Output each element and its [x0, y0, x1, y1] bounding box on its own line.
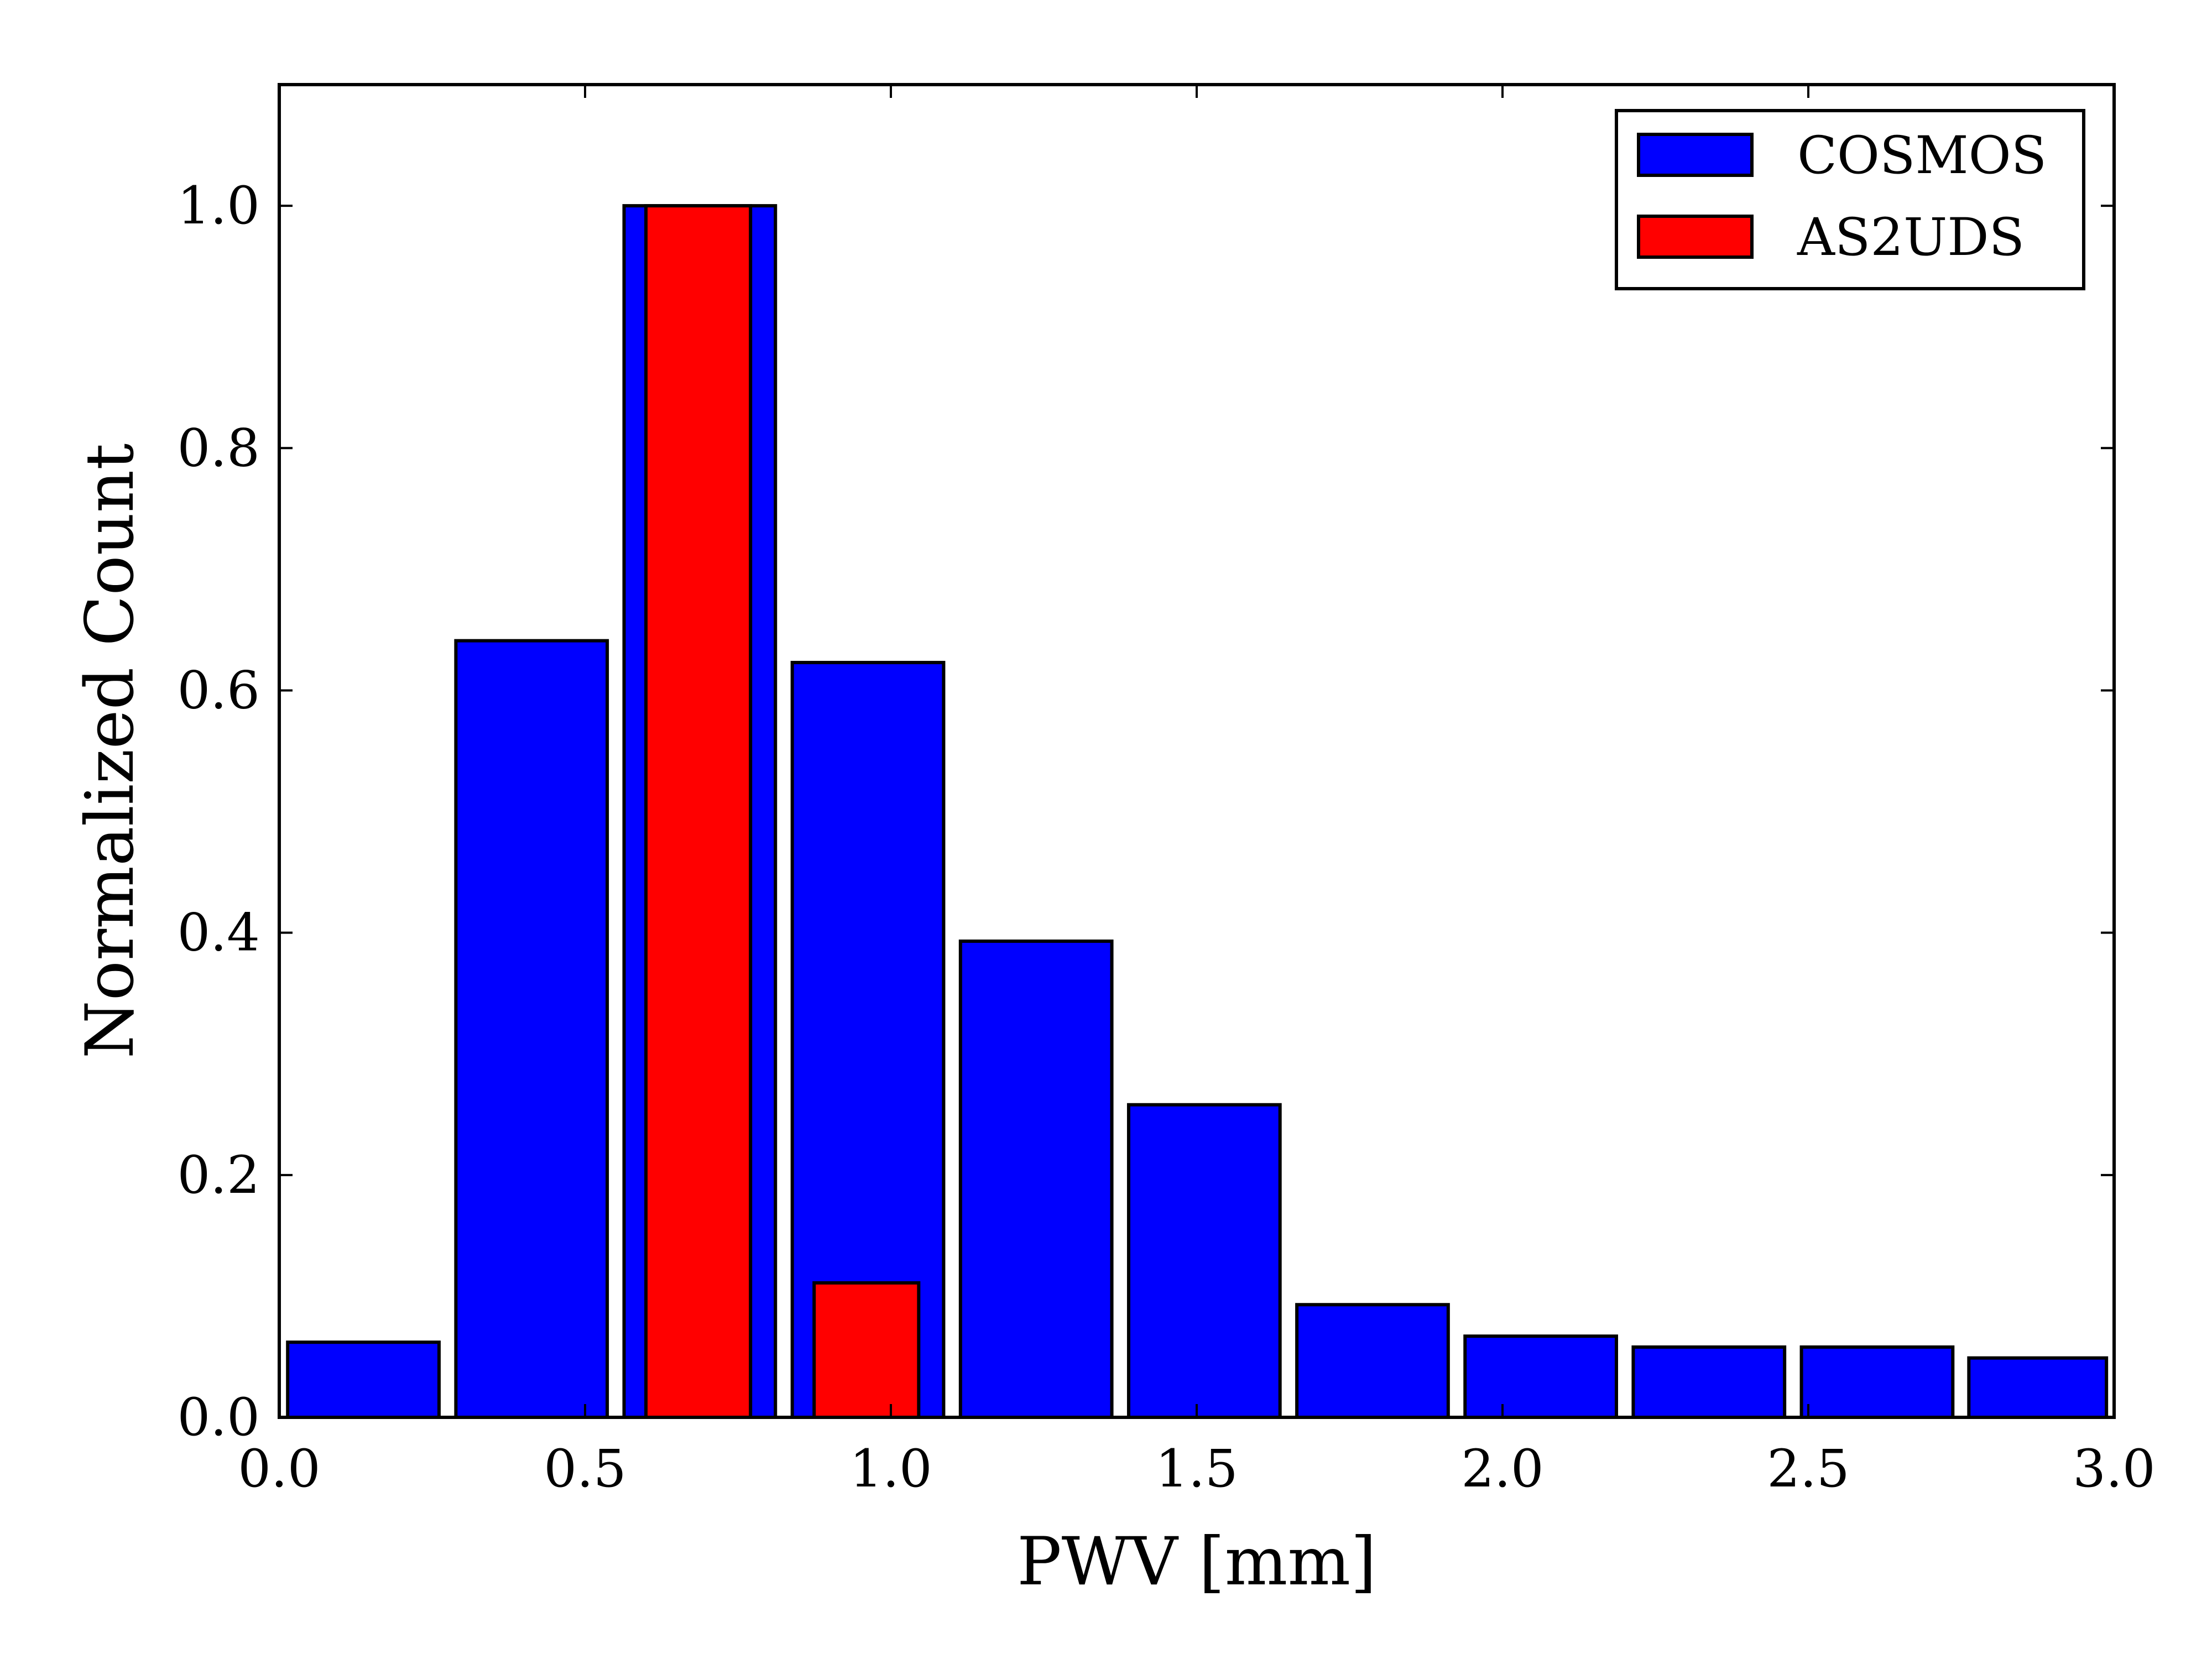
- x-tick-label: 0.5: [544, 1439, 627, 1499]
- legend-label-cosmos: COSMOS: [1797, 126, 2047, 186]
- legend-swatch-as2uds: [1637, 215, 1754, 259]
- legend-swatch-cosmos: [1637, 133, 1754, 177]
- x-tick-label: 1.5: [1155, 1439, 1238, 1499]
- y-axis-label: Normalized Count: [72, 444, 149, 1059]
- legend: COSMOS AS2UDS: [1615, 109, 2085, 290]
- bar-cosmos-4: [958, 939, 1114, 1420]
- ticks-layer: 0.0 0.5 1.0 1.5 2.0 2.5 3.0 0.0 0.2 0.4 0.6 0.8 1.0: [178, 85, 2156, 1499]
- y-tick-label: 0.4: [178, 903, 260, 963]
- legend-label-as2uds: AS2UDS: [1797, 207, 2025, 268]
- bar-as2uds-2: [812, 1281, 921, 1419]
- y-tick-label: 0.6: [178, 660, 260, 721]
- x-tick-label: 3.0: [2073, 1439, 2156, 1499]
- bar-cosmos-8: [1631, 1345, 1787, 1419]
- bar-cosmos-1: [454, 639, 609, 1419]
- x-tick-label: 2.5: [1767, 1439, 1850, 1499]
- x-tick-label: 1.0: [849, 1439, 932, 1499]
- bar-cosmos-6: [1295, 1303, 1450, 1419]
- x-axis-label: PWV [mm]: [1017, 1524, 1376, 1600]
- bar-cosmos-0: [286, 1340, 441, 1419]
- bar-cosmos-5: [1126, 1103, 1282, 1419]
- y-tick-label: 1.0: [178, 176, 260, 236]
- x-tick-label: 0.0: [238, 1439, 321, 1499]
- y-tick-label: 0.8: [178, 418, 260, 478]
- y-tick-label: 0.2: [178, 1145, 260, 1206]
- bars-layer: [286, 204, 2109, 1420]
- bar-as2uds-0: [644, 204, 753, 1420]
- bar-cosmos-9: [1799, 1345, 1955, 1419]
- bar-cosmos-10: [1967, 1356, 2109, 1420]
- bar-cosmos-7: [1463, 1334, 1618, 1419]
- y-tick-label: 0.0: [178, 1387, 260, 1448]
- x-tick-label: 2.0: [1461, 1439, 1544, 1499]
